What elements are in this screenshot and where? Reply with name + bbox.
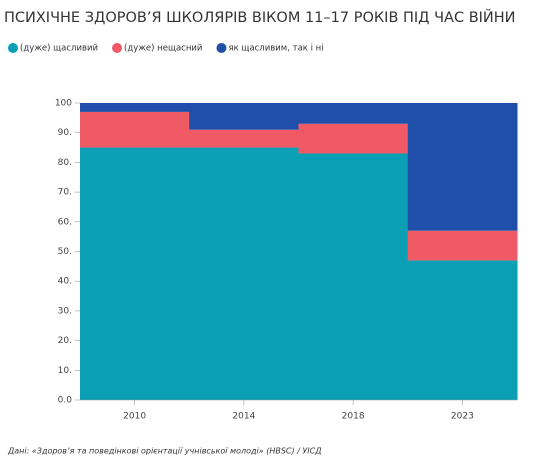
x-tick-label: 2023 xyxy=(451,412,474,422)
source: Дані: «Здоров’я та поведінкові орієнтаці… xyxy=(7,447,321,456)
y-tick-label: 40. xyxy=(58,277,72,287)
legend-label: (дуже) щасливий xyxy=(20,44,98,54)
y-tick-label: 70. xyxy=(58,188,72,198)
bar-segment xyxy=(407,230,518,261)
legend-label: як щасливим, так і ні xyxy=(228,44,323,54)
y-tick-label: 0.0 xyxy=(58,396,73,406)
bar-segment xyxy=(189,147,299,400)
x-tick-label: 2018 xyxy=(342,412,365,422)
y-tick-label: 60. xyxy=(58,217,72,227)
y-tick-label: 30. xyxy=(58,306,72,316)
bar-segment xyxy=(80,111,190,148)
y-tick-label: 80. xyxy=(58,158,72,168)
bar-segment xyxy=(80,147,190,400)
bar-segment xyxy=(298,103,409,124)
x-tick-label: 2010 xyxy=(123,412,146,422)
legend-marker xyxy=(216,43,227,53)
bar-segment xyxy=(189,103,299,130)
legend-label: (дуже) нещасний xyxy=(124,44,202,54)
bar-segment xyxy=(189,129,299,148)
legend-marker xyxy=(112,43,123,53)
legend-marker xyxy=(8,43,18,53)
chart-title: ПСИХІЧНЕ ЗДОРОВ’Я ШКОЛЯРІВ ВІКОМ 11–17 Р… xyxy=(4,8,516,26)
bar-segment xyxy=(407,103,518,231)
y-tick-label: 90. xyxy=(58,128,72,138)
x-tick-label: 2014 xyxy=(232,412,255,422)
bar-segment xyxy=(407,260,518,400)
y-tick-label: 50. xyxy=(58,247,72,257)
y-tick-label: 10. xyxy=(58,366,72,376)
y-tick-label: 20. xyxy=(58,336,72,346)
bar-segment xyxy=(298,153,409,400)
y-tick-label: 100 xyxy=(55,99,72,109)
bar-segment xyxy=(298,123,409,154)
bar-segment xyxy=(80,103,190,112)
